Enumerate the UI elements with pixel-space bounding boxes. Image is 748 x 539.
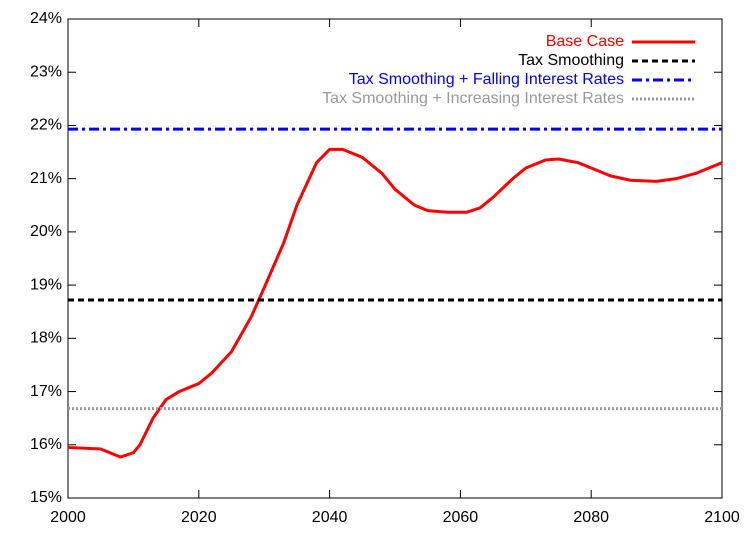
x-tick-label: 2020 <box>181 509 217 526</box>
y-tick-label: 23% <box>30 63 62 80</box>
y-tick-label: 18% <box>30 330 62 347</box>
y-tick-label: 24% <box>30 10 62 27</box>
x-tick-label: 2080 <box>573 509 609 526</box>
plot-frame <box>67 18 723 499</box>
legend-label: Tax Smoothing <box>518 52 624 69</box>
y-tick-label: 21% <box>30 170 62 187</box>
legend-label: Base Case <box>546 33 624 50</box>
series-line <box>67 147 723 459</box>
y-tick-label: 17% <box>30 383 62 400</box>
y-tick-label: 19% <box>30 276 62 293</box>
y-tick-label: 16% <box>30 436 62 453</box>
legend-label: Tax Smoothing + Increasing Interest Rate… <box>322 90 624 107</box>
y-tick-label: 22% <box>30 117 62 134</box>
x-tick-label: 2000 <box>50 509 86 526</box>
y-tick-label: 20% <box>30 223 62 240</box>
x-tick-label: 2040 <box>312 509 348 526</box>
x-tick-label: 2060 <box>443 509 479 526</box>
y-tick-label: 15% <box>30 489 62 506</box>
legend-label: Tax Smoothing + Falling Interest Rates <box>349 71 624 88</box>
x-tick-label: 2100 <box>704 509 740 526</box>
